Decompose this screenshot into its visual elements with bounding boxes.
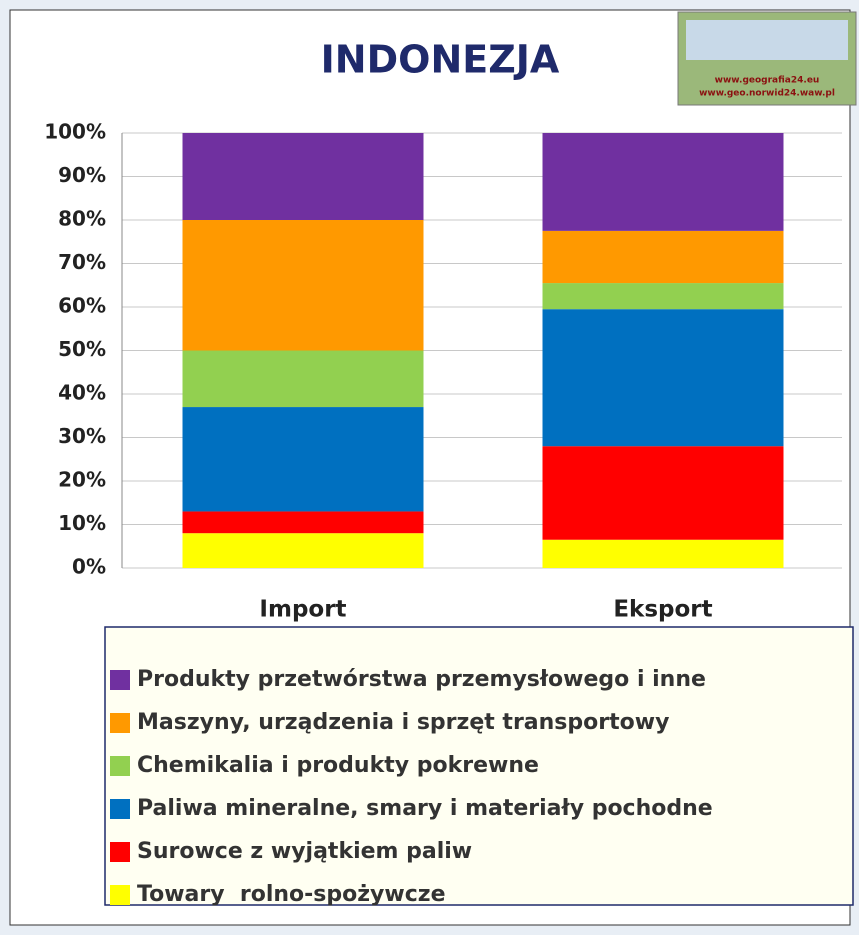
y-tick-label: 90% [58, 163, 106, 187]
bar-segment [182, 350, 424, 408]
bar-segment [542, 446, 784, 540]
legend-swatch [110, 756, 130, 776]
legend-swatch [110, 670, 130, 690]
bar-segment [182, 407, 424, 512]
logo: www.geografia24.eu www.geo.norwid24.waw.… [677, 11, 857, 106]
y-tick-label: 60% [58, 294, 106, 318]
bar-segment [542, 133, 784, 231]
x-tick-label: Import [259, 597, 346, 623]
legend-swatch [110, 885, 130, 905]
y-tick-label: 100% [44, 120, 106, 144]
bar-segment [542, 230, 784, 284]
legend-label: Chemikalia i produkty pokrewne [137, 753, 539, 778]
legend-label: Paliwa mineralne, smary i materiały poch… [137, 796, 713, 821]
legend-label: Surowce z wyjątkiem paliw [137, 839, 472, 864]
bar-segment [542, 539, 784, 568]
legend-label: Towary rolno-spożywcze [137, 882, 445, 907]
y-tick-label: 50% [58, 337, 106, 361]
y-tick-label: 10% [58, 511, 106, 535]
y-tick-label: 70% [58, 250, 106, 274]
bar-segment [542, 309, 784, 447]
logo-text: www.geografia24.eu [715, 76, 820, 86]
bar-segment [182, 533, 424, 568]
legend-swatch [110, 842, 130, 862]
y-tick-label: 0% [72, 555, 106, 579]
y-tick-label: 20% [58, 468, 106, 492]
legend-box [104, 626, 854, 906]
legend-swatch [110, 713, 130, 733]
y-tick-label: 30% [58, 424, 106, 448]
y-tick-label: 40% [58, 381, 106, 405]
bar-segment [182, 133, 424, 220]
y-tick-label: 80% [58, 207, 106, 231]
logo-sky [686, 20, 848, 60]
bar-segment [542, 283, 784, 310]
x-tick-label: Eksport [613, 597, 712, 623]
bar-segment [182, 511, 424, 534]
logo-text: www.geo.norwid24.waw.pl [699, 89, 835, 99]
bar-segment [182, 220, 424, 351]
legend-label: Maszyny, urządzenia i sprzęt transportow… [137, 710, 669, 735]
legend-swatch [110, 799, 130, 819]
legend-label: Produkty przetwórstwa przemysłowego i in… [137, 667, 706, 692]
chart-title: INDONEZJA [321, 38, 560, 82]
